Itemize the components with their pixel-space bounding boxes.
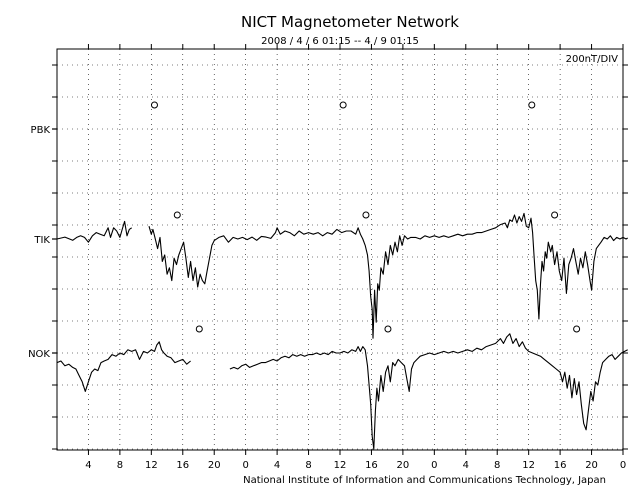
x-tick-label: 8 [494, 460, 500, 471]
chart-subtitle: 2008 / 4 / 6 01:15 -- 4 / 9 01:15 [261, 36, 419, 47]
x-tick-label: 4 [274, 460, 280, 471]
trace-tik [56, 220, 133, 243]
station-label-tik: TIK [33, 235, 50, 246]
x-tick-label: 16 [365, 460, 378, 471]
x-tick-label: 12 [145, 460, 158, 471]
x-tick-label: 12 [522, 460, 535, 471]
x-tick-label: 16 [176, 460, 189, 471]
noon-markers [150, 101, 581, 333]
grid [57, 49, 623, 450]
y-ticks [52, 64, 628, 450]
noon-marker [339, 101, 347, 109]
trace-nok [56, 341, 191, 392]
x-tick-label: 0 [431, 460, 437, 471]
noon-marker [528, 101, 536, 109]
x-tick-label: 20 [585, 460, 598, 471]
noon-marker [362, 211, 370, 219]
x-tick-label: 4 [463, 460, 469, 471]
x-tick-label: 0 [620, 460, 626, 471]
noon-marker [384, 325, 392, 333]
x-tick-label: 20 [208, 460, 221, 471]
noon-marker [573, 325, 581, 333]
scale-label: 200nT/DIV [566, 54, 619, 65]
x-tick-label: 4 [85, 460, 91, 471]
chart-title: NICT Magnetometer Network [241, 13, 459, 31]
x-tick-label: 20 [397, 460, 410, 471]
footer-credit: National Institute of Information and Co… [243, 475, 606, 486]
x-tick-label: 8 [305, 460, 311, 471]
x-tick-label: 16 [554, 460, 567, 471]
x-tick-label: 0 [242, 460, 248, 471]
station-label-pbk: PBK [31, 125, 51, 136]
noon-marker [173, 211, 181, 219]
x-tick-label: 8 [117, 460, 123, 471]
station-label-nok: NOK [28, 349, 50, 360]
x-tick-label: 12 [334, 460, 347, 471]
station-labels: PBK TIK NOK [28, 125, 57, 360]
x-ticks: 4 8 12 16 20 0 4 8 12 16 20 0 4 8 12 16 20 0 [85, 44, 626, 471]
magnetometer-traces [56, 212, 628, 450]
trace-nok [229, 333, 628, 450]
noon-marker [195, 325, 203, 333]
noon-marker [551, 211, 559, 219]
noon-marker [150, 101, 158, 109]
trace-tik [148, 212, 628, 339]
